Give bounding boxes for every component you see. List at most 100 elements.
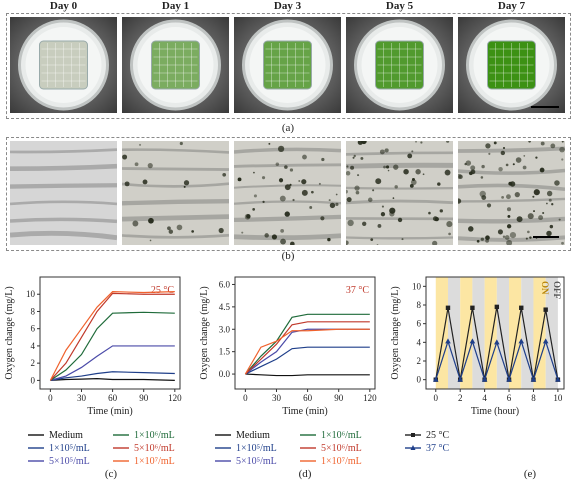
cell-cluster xyxy=(533,189,540,196)
data-point xyxy=(445,305,451,310)
petri-dish-photo xyxy=(10,17,117,113)
cell-cluster xyxy=(264,233,269,238)
hydrogel-square xyxy=(39,40,88,90)
cell-cluster xyxy=(383,165,386,169)
cell-cluster xyxy=(403,168,409,175)
legend-label: 1×10⁵/mL xyxy=(236,443,277,454)
cell-cluster xyxy=(506,224,512,229)
cell-cluster xyxy=(301,179,307,185)
petri-dish-photo xyxy=(234,17,341,113)
cell-cluster xyxy=(444,169,451,176)
cell-cluster xyxy=(506,239,513,245)
cell-cluster xyxy=(284,211,290,217)
cell-cluster xyxy=(439,209,443,213)
legend-label: Medium xyxy=(49,430,83,441)
legend-label: 5×10⁶/mL xyxy=(321,443,362,454)
cell-cluster xyxy=(397,217,403,223)
series-line xyxy=(244,313,370,375)
cell-cluster xyxy=(415,169,421,175)
cell-cluster xyxy=(346,170,351,176)
cell-cluster xyxy=(394,185,398,189)
chart-e-light-cycle: 0 2 4 6 8 10 0 2 4 6 8 10 Time (hour) Oxygen change (… xyxy=(390,276,565,417)
cell-cluster xyxy=(335,202,339,206)
x-tick-label: 120 xyxy=(363,393,377,403)
day-label: Day 7 xyxy=(497,0,526,12)
legend-label: 1×10⁶/mL xyxy=(321,430,362,441)
micrograph xyxy=(234,141,341,245)
cell-cluster xyxy=(505,163,509,167)
cell-cluster xyxy=(401,238,404,241)
cell-cluster xyxy=(346,165,349,168)
cell-cluster xyxy=(381,205,384,208)
day-label: Day 0 xyxy=(49,0,78,12)
cell-cluster xyxy=(415,141,417,143)
series-line xyxy=(50,378,175,381)
cell-cluster xyxy=(353,154,356,158)
cell-cluster xyxy=(329,202,336,209)
legend-label: 5×10⁶/mL xyxy=(134,443,175,454)
data-point xyxy=(469,338,476,344)
y-tick-label: 6.0 xyxy=(219,279,231,289)
cell-cluster xyxy=(480,176,484,179)
cell-cluster xyxy=(280,238,286,245)
cell-cluster xyxy=(546,190,553,197)
panel-e-caption: (e) xyxy=(523,468,537,480)
cell-cluster xyxy=(506,207,512,212)
micrograph xyxy=(10,141,117,245)
cell-cluster xyxy=(218,227,224,234)
cell-cluster xyxy=(124,181,130,187)
cell-cluster xyxy=(485,235,490,241)
data-point xyxy=(432,376,439,382)
cell-cluster xyxy=(432,240,438,245)
cell-cluster xyxy=(183,185,186,188)
cell-cluster xyxy=(246,214,251,219)
data-point xyxy=(555,376,561,382)
y-tick-label: 3.0 xyxy=(219,324,231,334)
cell-cluster xyxy=(354,185,360,191)
cell-cluster xyxy=(448,232,451,236)
cell-cluster xyxy=(525,237,528,240)
legend-c: Medium 1×10⁵/mL 5×10⁵/mL 1×10⁶/mL 5×10⁶/mL 1×… xyxy=(28,428,188,468)
temperature-annotation: 25 °C xyxy=(151,285,174,296)
series-line xyxy=(49,292,175,381)
data-point xyxy=(494,304,500,310)
cell-cluster xyxy=(328,199,331,202)
data-point xyxy=(457,376,463,382)
x-tick-label: 0 xyxy=(243,393,248,403)
cell-cluster xyxy=(301,189,308,196)
cell-cluster xyxy=(437,182,441,186)
cell-cluster xyxy=(253,171,255,174)
cell-cluster xyxy=(468,226,474,232)
cell-cluster xyxy=(528,141,531,143)
cell-cluster xyxy=(367,197,373,203)
cell-cluster xyxy=(149,239,152,242)
panel-d-caption: (d) xyxy=(298,468,312,480)
cell-cluster xyxy=(509,231,517,239)
cell-cluster xyxy=(148,217,154,224)
cell-cluster xyxy=(277,145,285,152)
x-axis-label: Time (min) xyxy=(282,406,327,417)
x-tick-label: 60 xyxy=(108,393,118,403)
day-label: Day 3 xyxy=(273,0,302,12)
series-line xyxy=(245,373,370,377)
panel-c-caption: (c) xyxy=(104,468,118,480)
cell-cluster xyxy=(183,180,190,186)
cell-cluster xyxy=(289,168,294,172)
cell-cluster xyxy=(289,241,295,245)
cell-cluster xyxy=(550,143,556,149)
cell-cluster xyxy=(508,181,513,186)
cell-cluster xyxy=(407,153,413,159)
cell-cluster xyxy=(497,229,503,235)
cell-cluster xyxy=(410,179,417,186)
data-point xyxy=(445,338,451,344)
cell-cluster xyxy=(335,193,338,196)
chart-c-oxygen-25c: 0 30 60 90 120 0 2 4 6 8 10 Time (min) Oxygen change… xyxy=(4,276,182,417)
cell-cluster xyxy=(485,143,491,149)
y-tick-label: 10 xyxy=(26,289,36,299)
x-axis-label: Time (min) xyxy=(87,406,132,417)
cell-cluster xyxy=(535,156,538,159)
x-tick-label: 60 xyxy=(303,393,313,403)
petri-dish-photo xyxy=(458,17,565,113)
cell-cluster xyxy=(375,178,382,185)
cell-cluster xyxy=(357,174,360,177)
